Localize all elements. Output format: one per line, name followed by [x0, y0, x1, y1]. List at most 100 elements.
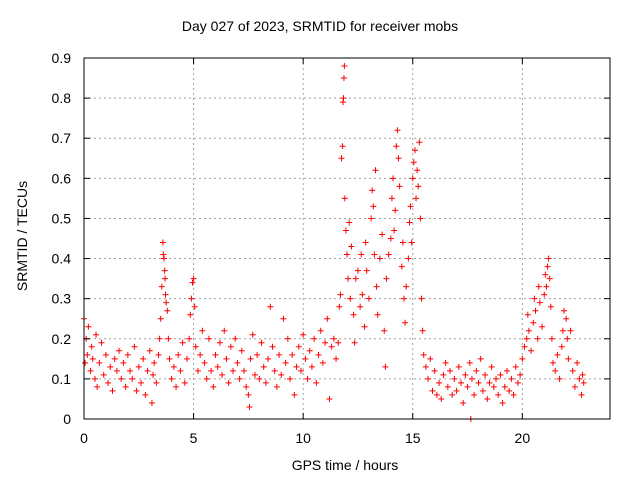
data-point [131, 343, 138, 350]
data-point [425, 375, 432, 382]
data-point [358, 251, 365, 258]
data-point [455, 363, 462, 370]
data-point [460, 399, 467, 406]
data-point [528, 347, 535, 354]
data-point [111, 355, 118, 362]
data-point [328, 343, 335, 350]
data-point [199, 327, 206, 334]
data-point [234, 359, 241, 366]
data-point [203, 375, 210, 382]
x-tick-label: 0 [80, 430, 88, 446]
data-point [258, 339, 265, 346]
data-point [406, 219, 413, 226]
data-point [417, 215, 424, 222]
data-point [280, 315, 287, 322]
data-point [284, 335, 291, 342]
data-point [499, 399, 506, 406]
data-point [559, 327, 566, 334]
grid [84, 58, 610, 419]
data-point [107, 363, 114, 370]
data-point [348, 243, 355, 250]
data-point [170, 363, 177, 370]
data-point [118, 375, 125, 382]
data-point [191, 303, 198, 310]
data-point [541, 291, 548, 298]
data-point [493, 375, 500, 382]
y-tick-label: 0.4 [52, 251, 72, 267]
data-point [238, 347, 245, 354]
data-point [100, 371, 107, 378]
data-point [512, 363, 519, 370]
data-point [163, 299, 170, 306]
data-point [113, 367, 120, 374]
data-point [440, 371, 447, 378]
data-point [166, 355, 173, 362]
data-point [190, 275, 197, 282]
data-point [503, 367, 510, 374]
data-point [186, 335, 193, 342]
data-point [535, 283, 542, 290]
data-point [89, 355, 96, 362]
data-point [187, 311, 194, 318]
data-point [102, 351, 109, 358]
data-point [473, 367, 480, 374]
data-point [236, 375, 243, 382]
data-point [144, 367, 151, 374]
data-point [192, 343, 199, 350]
data-point [414, 167, 421, 174]
data-point [208, 367, 215, 374]
data-point [547, 303, 554, 310]
data-point [340, 75, 347, 82]
data-point [122, 383, 129, 390]
data-point [471, 391, 478, 398]
data-point [420, 351, 427, 358]
data-point [457, 379, 464, 386]
data-point [276, 351, 283, 358]
data-point [410, 159, 417, 166]
data-point [317, 327, 324, 334]
data-point [342, 227, 349, 234]
data-point [269, 343, 276, 350]
data-point [571, 383, 578, 390]
data-point [82, 359, 89, 366]
data-point [295, 343, 302, 350]
data-point [168, 375, 175, 382]
data-point [411, 147, 418, 154]
data-point [339, 143, 346, 150]
data-point [91, 375, 98, 382]
data-point [94, 383, 101, 390]
data-point [510, 391, 517, 398]
data-point [221, 327, 228, 334]
data-point [247, 355, 254, 362]
data-point [564, 335, 571, 342]
data-point [142, 391, 149, 398]
data-point [369, 187, 376, 194]
data-point [548, 335, 555, 342]
data-point [521, 343, 528, 350]
data-point [382, 363, 389, 370]
data-point [162, 275, 169, 282]
data-point [531, 295, 538, 302]
data-point [563, 315, 570, 322]
data-point [550, 359, 557, 366]
data-point [249, 331, 256, 338]
y-tick-label: 0 [63, 411, 71, 427]
data-point [85, 323, 92, 330]
data-point [578, 391, 585, 398]
y-tick-label: 0.1 [52, 371, 72, 387]
data-point [273, 383, 280, 390]
data-point [400, 295, 407, 302]
data-point [453, 387, 460, 394]
data-point [326, 395, 333, 402]
data-point [490, 383, 497, 390]
data-point [243, 383, 250, 390]
data-point [116, 347, 123, 354]
data-point [173, 383, 180, 390]
data-point [210, 383, 217, 390]
data-point [477, 355, 484, 362]
data-point [407, 203, 414, 210]
data-point [246, 403, 253, 410]
data-point [313, 379, 320, 386]
data-point [345, 275, 352, 282]
data-point [330, 335, 337, 342]
